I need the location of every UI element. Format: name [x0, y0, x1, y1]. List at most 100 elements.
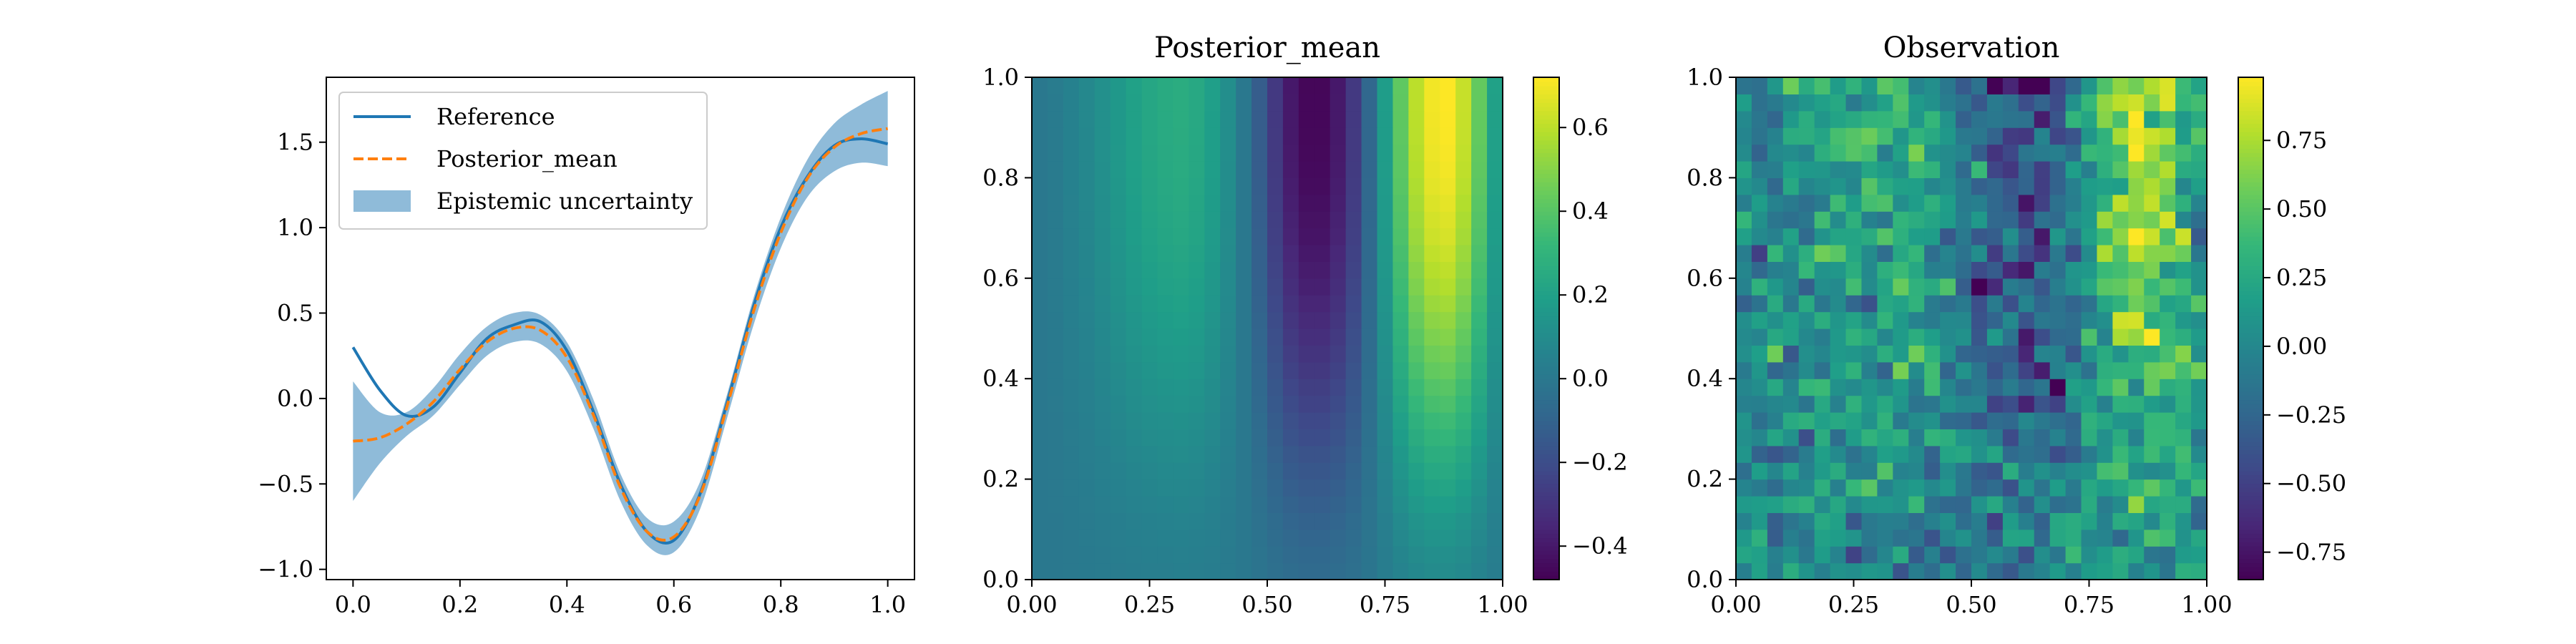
heatmap-cell	[1830, 345, 1847, 363]
heatmap-cell	[1126, 395, 1143, 413]
heatmap-cell	[1094, 395, 1111, 413]
heatmap-cell	[1424, 496, 1440, 513]
heatmap-cell	[2160, 194, 2176, 212]
heatmap-cell	[1236, 361, 1252, 379]
heatmap-cell	[1189, 395, 1205, 413]
y-tick-label: 1.0	[1687, 64, 1723, 91]
heatmap-cell	[1830, 395, 1847, 413]
heatmap-cell	[1798, 361, 1815, 379]
heatmap-cell	[1110, 77, 1127, 94]
heatmap-cell	[1377, 546, 1394, 564]
heatmap-cell	[1063, 278, 1080, 296]
heatmap-cell	[1204, 144, 1221, 162]
heatmap-cell	[2065, 512, 2082, 530]
colorbar-segment	[1533, 404, 1559, 409]
heatmap-cell	[1845, 311, 1863, 329]
heatmap-cell	[1956, 345, 1972, 363]
heatmap-cell	[2112, 445, 2129, 463]
heatmap-cell	[1751, 211, 1768, 229]
heatmap-cell	[2081, 261, 2098, 279]
heatmap-cell	[1126, 445, 1143, 463]
heatmap-cell	[1220, 194, 1236, 212]
heatmap-cell	[1204, 345, 1221, 363]
heatmap-cell	[2112, 161, 2129, 178]
heatmap-cell	[1094, 245, 1111, 262]
heatmap-cell	[2128, 361, 2145, 379]
heatmap-cell	[1267, 127, 1284, 145]
colorbar-segment	[1533, 567, 1559, 572]
heatmap-cell	[1940, 110, 1956, 128]
heatmap-cell	[1471, 429, 1488, 447]
heatmap-cell	[1157, 379, 1174, 396]
heatmap-cell	[1173, 361, 1189, 379]
heatmap-cell	[2081, 110, 2098, 128]
heatmap-cell	[2065, 211, 2082, 229]
heatmap-cell	[1282, 379, 1299, 396]
heatmap-cell	[1236, 546, 1252, 564]
heatmap-cell	[2049, 278, 2067, 296]
heatmap-cell	[1908, 496, 1925, 513]
heatmap-cell	[2081, 445, 2098, 463]
heatmap-cell	[1861, 161, 1878, 178]
heatmap-cell	[1282, 479, 1299, 497]
heatmap-cell	[1971, 144, 1988, 162]
heatmap-cell	[2160, 228, 2176, 245]
heatmap-cell	[1440, 512, 1456, 530]
heatmap-cell	[1408, 546, 1425, 564]
heatmap-cell	[1471, 194, 1488, 212]
heatmap-cell	[1908, 110, 1925, 128]
heatmap-cell	[1282, 345, 1299, 363]
heatmap-cell	[1736, 110, 1752, 128]
heatmap-cell	[1236, 261, 1252, 279]
heatmap-cell	[2065, 479, 2082, 497]
heatmap-cell	[1236, 345, 1252, 363]
heatmap-cell	[1345, 429, 1362, 447]
heatmap-cell	[2112, 110, 2129, 128]
colorbar-segment	[1533, 194, 1559, 200]
heatmap-cell	[1845, 345, 1863, 363]
heatmap-cell	[2002, 245, 2019, 262]
heatmap-cell	[2175, 496, 2192, 513]
heatmap-cell	[1861, 194, 1878, 212]
heatmap-cell	[2112, 278, 2129, 296]
y-tick-label: 0.2	[1687, 466, 1723, 493]
heatmap-cell	[2034, 177, 2051, 195]
heatmap-cell	[1126, 379, 1143, 396]
heatmap-cell	[1032, 245, 1048, 262]
heatmap-cell	[2175, 361, 2192, 379]
heatmap-cell	[1189, 211, 1205, 229]
heatmap-cell	[1845, 261, 1863, 279]
heatmap-cell	[1408, 144, 1425, 162]
heatmap-cell	[1455, 295, 1472, 313]
heatmap-cell	[1736, 529, 1752, 547]
heatmap-cell	[1751, 110, 1768, 128]
heatmap-cell	[1298, 328, 1315, 346]
heatmap-cell	[1157, 395, 1174, 413]
heatmap-cell	[1877, 194, 1893, 212]
heatmap-cell	[1845, 211, 1863, 229]
heatmap-cell	[1986, 562, 2004, 580]
heatmap-cell	[2128, 295, 2145, 313]
heatmap-cell	[1830, 295, 1847, 313]
heatmap-cell	[2112, 211, 2129, 229]
heatmap-cell	[1845, 412, 1863, 429]
heatmap-cell	[1392, 529, 1409, 547]
heatmap-cell	[1282, 395, 1299, 413]
heatmap-cell	[2112, 395, 2129, 413]
heatmap-cell	[1377, 361, 1394, 379]
heatmap-cell	[1487, 228, 1503, 245]
heatmap-cell	[1440, 77, 1456, 94]
colorbar-segment	[1533, 391, 1559, 396]
colorbar-segment	[2238, 424, 2263, 429]
heatmap-cell	[1141, 445, 1158, 463]
heatmap-cell	[1845, 562, 1863, 580]
heatmap-cell	[1392, 278, 1409, 296]
heatmap-cell	[1986, 194, 2004, 212]
heatmap-cell	[1893, 546, 1909, 564]
heatmap-cell	[1487, 395, 1503, 413]
heatmap-cell	[2049, 445, 2067, 463]
heatmap-cell	[1392, 512, 1409, 530]
heatmap-cell	[1204, 127, 1221, 145]
heatmap-cell	[1814, 278, 1831, 296]
heatmap-cell	[1298, 345, 1315, 363]
